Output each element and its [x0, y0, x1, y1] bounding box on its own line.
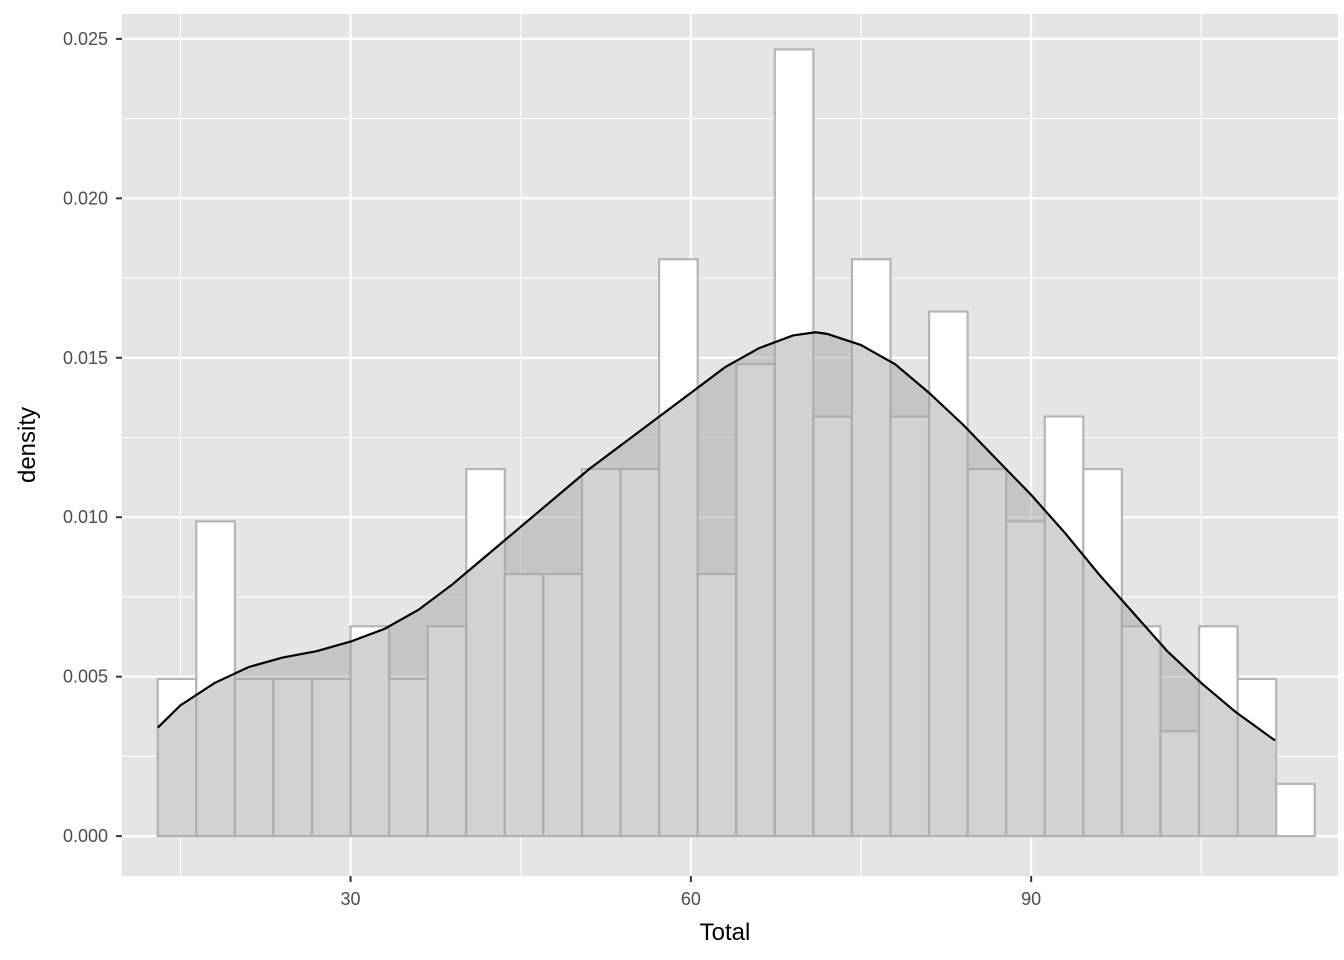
density-area	[157, 332, 1276, 837]
x-tick-label: 60	[681, 889, 701, 909]
y-axis-title: density	[14, 407, 41, 483]
y-axis: 0.000 0.005 0.010 0.015 0.020 0.025	[63, 29, 122, 846]
x-tick-label: 90	[1021, 889, 1041, 909]
y-tick-label: 0.020	[63, 188, 108, 208]
x-axis: 30 60 90	[341, 876, 1041, 909]
y-tick-label: 0.010	[63, 507, 108, 527]
y-tick-label: 0.025	[63, 29, 108, 49]
y-tick-label: 0.015	[63, 348, 108, 368]
y-tick-label: 0.000	[63, 826, 108, 846]
y-tick-label: 0.005	[63, 667, 108, 687]
histogram-bar	[1275, 782, 1316, 838]
x-axis-title: Total	[700, 919, 751, 946]
density-curve	[156, 331, 1276, 742]
x-tick-label: 30	[341, 889, 361, 909]
